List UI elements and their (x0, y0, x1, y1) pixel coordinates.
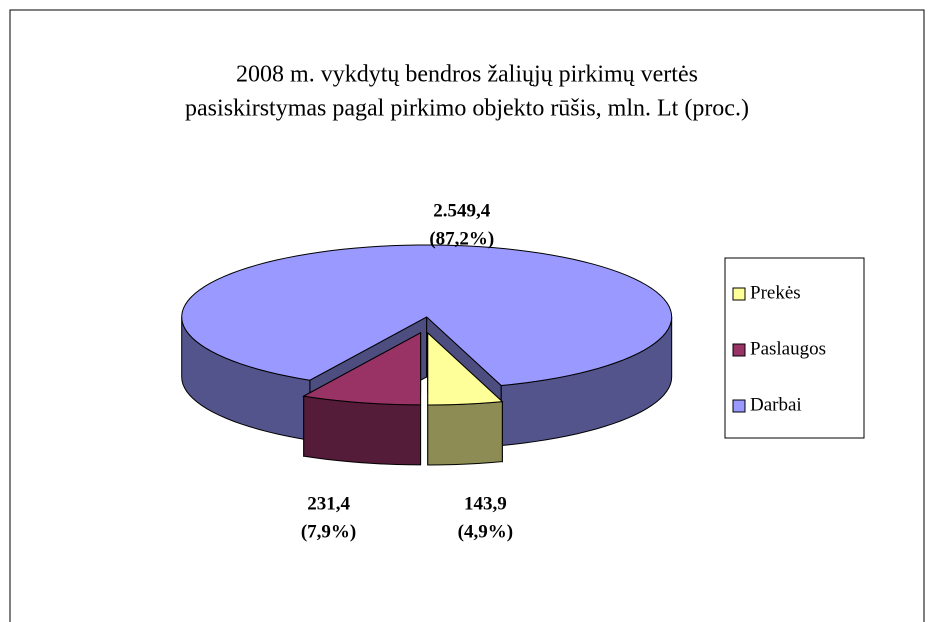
legend-label: Prekės (750, 282, 801, 303)
data-label: (7,9%) (301, 521, 356, 542)
slice (302, 332, 422, 406)
legend-swatch (732, 399, 746, 413)
chart-title: 2008 m. vykdytų bendros žaliųjų pirkimų … (236, 62, 698, 88)
slice (181, 244, 673, 387)
slice-side (303, 395, 422, 466)
chart-title: pasiskirstymas pagal pirkimo objekto rūš… (185, 96, 749, 122)
data-label: (87,2%) (429, 228, 494, 249)
slice (427, 331, 504, 406)
data-label: 143,9 (464, 493, 507, 514)
legend-swatch (732, 287, 746, 301)
legend-box (724, 257, 865, 439)
legend-label: Paslaugos (750, 338, 826, 359)
slice-side (427, 401, 503, 466)
data-label: 231,4 (307, 493, 350, 514)
legend-swatch (732, 343, 746, 357)
data-label: 2.549,4 (433, 200, 491, 221)
legend-label: Darbai (750, 394, 802, 415)
data-label: (4,9%) (458, 521, 513, 542)
